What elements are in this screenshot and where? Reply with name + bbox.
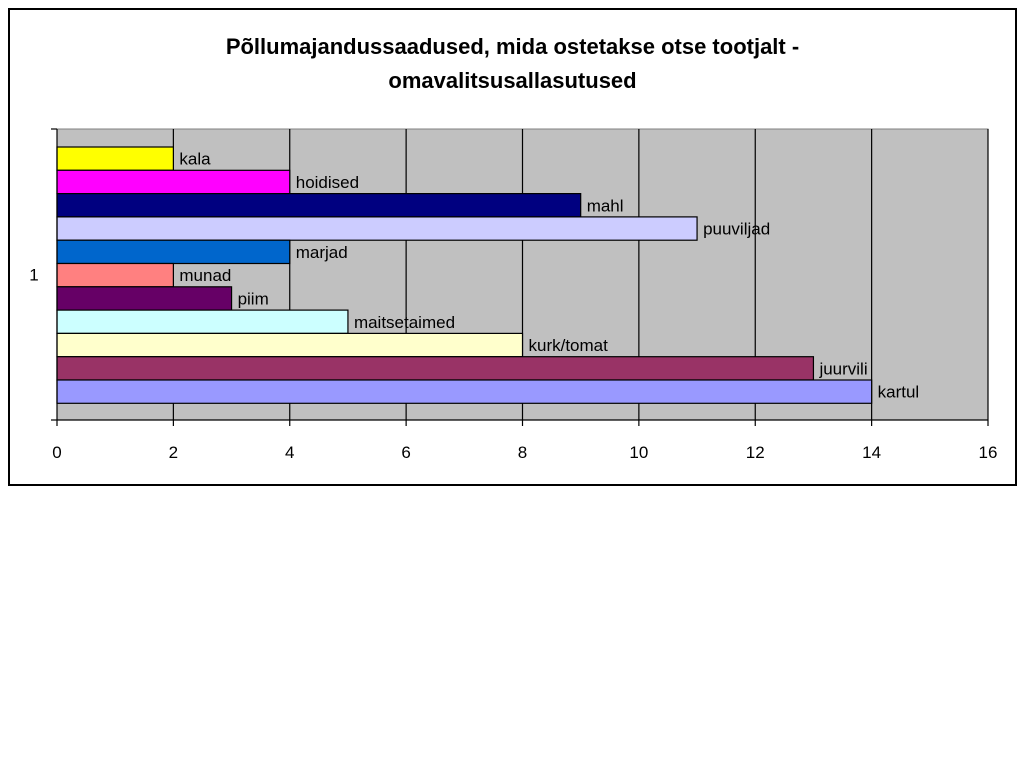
bar-label: kala: [179, 150, 211, 169]
bar-kartul: [56, 379, 873, 404]
x-tick-label: 4: [285, 443, 294, 462]
chart-title-line-1: Põllumajandussaadused, mida ostetakse ot…: [225, 34, 800, 59]
chart-title: Põllumajandussaadused, mida ostetakse ot…: [10, 30, 1015, 98]
bar-kurk-tomat: [56, 332, 524, 358]
bar-label: kurk/tomat: [529, 336, 609, 355]
bar-label: maitsetaimed: [354, 313, 455, 332]
x-tick-label: 16: [979, 443, 998, 462]
bar-puuviljad: [56, 216, 698, 241]
bar-label: mahl: [587, 196, 624, 215]
bar-label: marjad: [296, 243, 348, 262]
bar-label: piim: [238, 289, 269, 308]
category-axis-label: 1: [29, 266, 38, 285]
bar-label: hoidised: [296, 173, 359, 192]
x-tick-label: 12: [746, 443, 765, 462]
chart-title-line-2: omavalitsusallasutused: [388, 68, 637, 93]
bar-hoidised: [56, 169, 291, 195]
bar-juurvili: [56, 356, 815, 381]
x-tick-label: 8: [518, 443, 527, 462]
bar-piim: [56, 286, 233, 311]
bar-maitsetaimed: [56, 309, 349, 335]
x-tick-label: 0: [52, 443, 61, 462]
x-tick-label: 10: [629, 443, 648, 462]
bar-label: kartul: [878, 383, 920, 402]
bar-label: munad: [179, 266, 231, 285]
bar-kala: [56, 146, 174, 171]
x-tick-label: 2: [169, 443, 178, 462]
bar-mahl: [56, 193, 582, 218]
x-tick-label: 14: [862, 443, 881, 462]
bar-munad: [56, 262, 174, 288]
x-tick-label: 6: [401, 443, 410, 462]
bar-label: juurvili: [818, 359, 867, 378]
bar-label: puuviljad: [703, 220, 770, 239]
bar-marjad: [56, 239, 291, 265]
